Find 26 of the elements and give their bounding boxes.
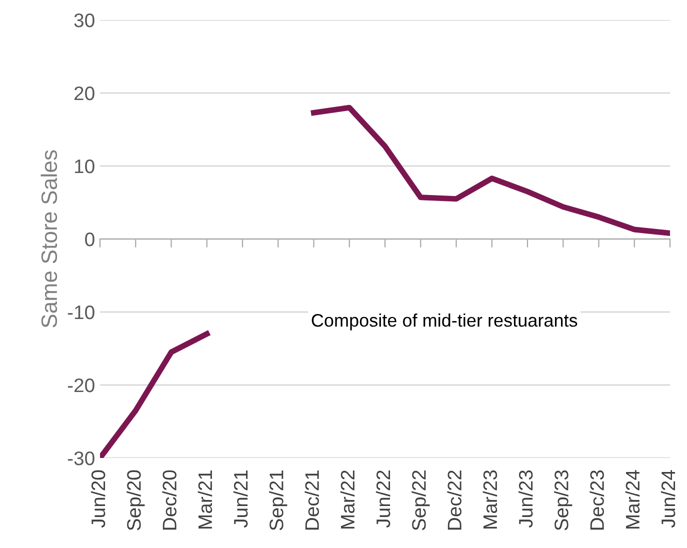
y-tick-label: 20 <box>74 86 94 100</box>
y-axis-title: Same Store Sales <box>40 150 58 328</box>
x-tick-label: Sep/23 <box>554 470 572 530</box>
y-tick-label: -20 <box>68 378 94 392</box>
x-tick-label: Dec/22 <box>447 470 462 530</box>
y-tick-label: 0 <box>85 232 94 246</box>
x-tick-label: Jun/22 <box>376 470 390 528</box>
y-tick-label: 10 <box>74 159 94 174</box>
x-tick-label: Mar/24 <box>625 470 640 528</box>
y-tick-label: 30 <box>74 13 94 28</box>
y-tick-label: -10 <box>68 305 94 320</box>
x-tick-label: Sep/21 <box>269 470 288 530</box>
x-tick-label: Jun/24 <box>660 470 676 528</box>
x-tick-label: Sep/22 <box>412 470 430 530</box>
annotation: Composite of mid-tier restuarants <box>312 314 578 330</box>
x-tick-label: Jun/20 <box>90 470 106 528</box>
x-tick-label: Sep/20 <box>126 470 145 530</box>
x-tick-label: Dec/20 <box>162 470 176 530</box>
x-tick-label: Mar/23 <box>482 470 498 528</box>
x-tick-label: Jun/23 <box>518 470 533 528</box>
x-tick-label: Mar/22 <box>340 470 355 528</box>
x-tick-label: Dec/23 <box>590 470 604 530</box>
x-tick-label: Jun/21 <box>233 470 248 528</box>
x-tick-label: Mar/21 <box>198 470 212 528</box>
y-tick-label: -30 <box>68 451 94 466</box>
x-tick-label: Dec/21 <box>304 470 319 530</box>
